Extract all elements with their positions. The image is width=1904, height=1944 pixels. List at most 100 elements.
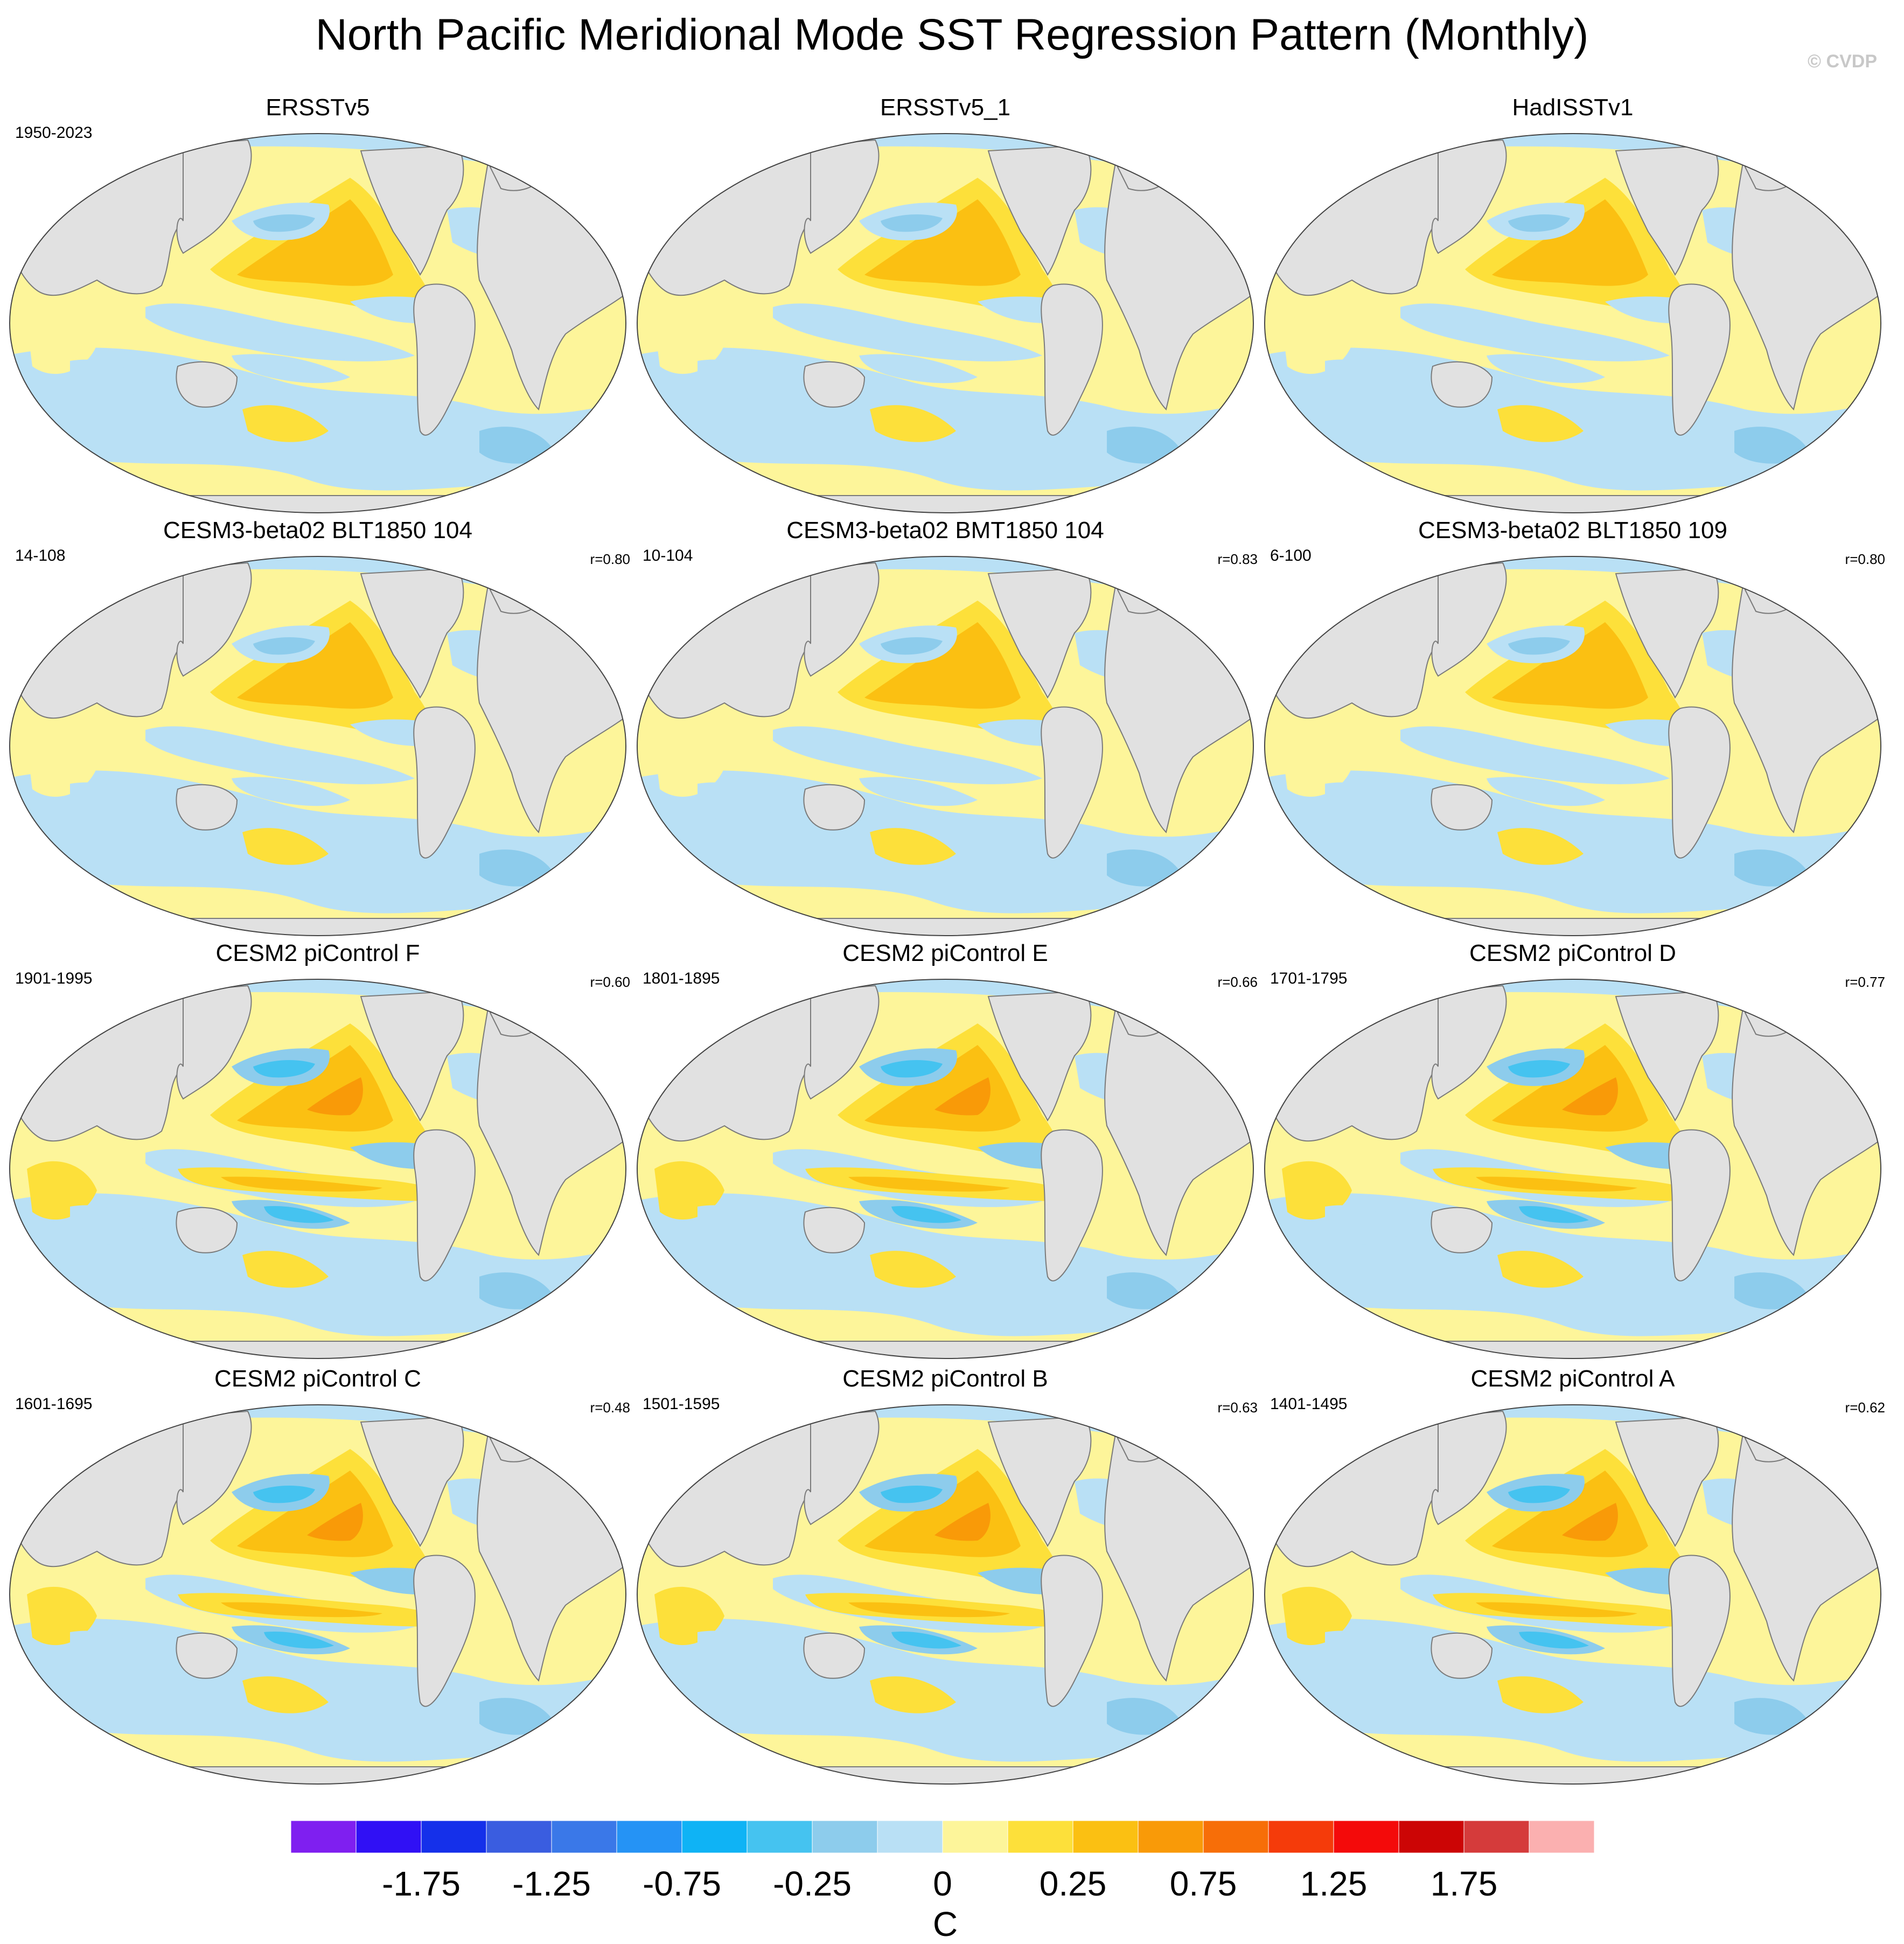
north-america	[360, 1416, 464, 1547]
map-outline	[1264, 1404, 1881, 1785]
panel-years: 14-108	[15, 547, 66, 565]
watermark: © CVDP	[1808, 51, 1877, 72]
indian-ocean-warm-patch	[654, 738, 724, 797]
map-outline	[1264, 133, 1881, 513]
south-atlantic-cool-patch	[479, 1272, 555, 1309]
panel-years: 6-100	[1270, 547, 1312, 565]
colorbar-swatch	[1203, 1821, 1269, 1854]
equatorial-warm-core	[221, 1602, 382, 1618]
equatorial-warm-core	[221, 1176, 382, 1192]
colorbar-swatch	[355, 1821, 422, 1854]
colorbar-tick-label: 0	[933, 1864, 952, 1903]
north-pacific-warm-core	[1492, 622, 1648, 709]
colorbar-tick-label: 1.25	[1300, 1864, 1368, 1903]
indian-ocean-cool-patch	[70, 359, 145, 399]
map-panel: CESM3-beta02 BMT1850 104 10-104 r=0.83	[633, 514, 1258, 940]
asia-east	[176, 562, 252, 677]
south-america	[1668, 283, 1731, 436]
indian-ocean-cool-patch	[698, 1631, 773, 1670]
colorbar-swatch	[616, 1821, 682, 1854]
kuroshio-cool-core	[253, 214, 315, 232]
colorbar-swatch	[486, 1821, 552, 1854]
eurasia-west	[637, 567, 821, 719]
eurasia-west	[1265, 567, 1449, 719]
main-title: North Pacific Meridional Mode SST Regres…	[315, 10, 1589, 59]
north-pacific-warm-max	[307, 1503, 363, 1541]
sst-map	[637, 1404, 1254, 1785]
panel-title: ERSSTv5_1	[880, 94, 1011, 121]
antarctica	[10, 1341, 626, 1358]
colorbar-swatch	[1138, 1821, 1204, 1854]
colorbar-swatch	[1007, 1821, 1073, 1854]
map-outline	[9, 133, 626, 513]
map-outline	[9, 979, 626, 1359]
tropical-cool-band	[145, 303, 415, 361]
north-america	[987, 567, 1092, 699]
north-pacific-warm-core	[864, 199, 1021, 286]
panel-title: ERSSTv5	[266, 94, 370, 121]
antarctica	[1265, 1766, 1881, 1784]
south-america	[413, 1129, 476, 1281]
antarctica	[1265, 918, 1881, 936]
australia	[803, 1207, 866, 1253]
tropical-cool-band	[773, 726, 1042, 784]
map-panel: CESM2 piControl C 1601-1695 r=0.48	[5, 1363, 630, 1788]
asia-east	[804, 1410, 880, 1525]
south-pacific-warm-patch	[1497, 405, 1584, 442]
panel-title: CESM2 piControl D	[1469, 940, 1676, 966]
panel-correlation: r=0.48	[590, 1399, 630, 1416]
panel-years: 10-104	[643, 547, 693, 565]
colorbar-units: C	[932, 1905, 958, 1943]
kuroshio-cool-core	[881, 637, 943, 655]
north-america	[987, 144, 1092, 276]
kuroshio-cool-core	[881, 1486, 943, 1503]
equatorial-warm-core	[1476, 1176, 1637, 1192]
asia-east	[176, 139, 252, 254]
map-panel: ERSSTv5_1	[633, 92, 1258, 517]
south-pacific-cool-core	[1519, 1206, 1589, 1223]
south-atlantic-cool-patch	[1107, 1698, 1182, 1735]
panel-title: CESM2 piControl A	[1470, 1365, 1675, 1392]
south-pacific-cool-core	[891, 1632, 961, 1649]
north-pacific-warm-max	[1562, 1077, 1618, 1116]
tropical-cool-band	[1400, 726, 1670, 784]
north-pacific-warm-core	[1492, 199, 1648, 286]
indian-ocean-warm-patch	[654, 315, 724, 374]
south-america	[413, 283, 476, 436]
map-outline	[9, 1404, 626, 1785]
indian-ocean-cool-patch	[1325, 782, 1400, 822]
map-panel: CESM2 piControl A 1401-1495 r=0.62	[1260, 1363, 1885, 1788]
indian-ocean-cool-patch	[1325, 1631, 1400, 1670]
map-panel: CESM2 piControl E 1801-1895 r=0.66	[633, 937, 1258, 1363]
north-pacific-warm-max	[934, 1503, 991, 1541]
eurasia-west	[637, 1416, 821, 1567]
australia	[1431, 361, 1493, 408]
indian-ocean-warm-patch	[1282, 1161, 1352, 1220]
north-pacific-warm-core	[237, 622, 393, 709]
kuroshio-cool-core	[1508, 1486, 1570, 1503]
asia-east	[1431, 1410, 1507, 1525]
panel-title: CESM2 piControl C	[214, 1365, 421, 1392]
south-america	[413, 1555, 476, 1707]
eurasia-west	[1265, 990, 1449, 1142]
panel-correlation: r=0.63	[1217, 1399, 1258, 1416]
north-pacific-warm-core	[864, 622, 1021, 709]
colorbar-swatch	[1529, 1821, 1594, 1854]
eurasia-west	[637, 990, 821, 1142]
indian-ocean-cool-patch	[698, 782, 773, 822]
south-pacific-warm-patch	[1497, 828, 1584, 865]
south-pacific-warm-patch	[870, 405, 956, 442]
indian-ocean-cool-patch	[698, 359, 773, 399]
colorbar-swatch	[747, 1821, 813, 1854]
indian-ocean-warm-patch	[27, 1161, 97, 1220]
south-pacific-cool-core	[264, 1206, 334, 1223]
panel-correlation: r=0.80	[1845, 551, 1885, 567]
south-america	[1668, 1555, 1731, 1707]
panel-correlation: r=0.66	[1217, 974, 1258, 990]
eurasia-west	[10, 990, 194, 1142]
indian-ocean-warm-patch	[1282, 1586, 1352, 1646]
south-america	[1668, 1129, 1731, 1281]
north-pacific-warm-core	[237, 199, 393, 286]
south-pacific-cool	[1487, 777, 1605, 806]
north-america	[987, 990, 1092, 1121]
